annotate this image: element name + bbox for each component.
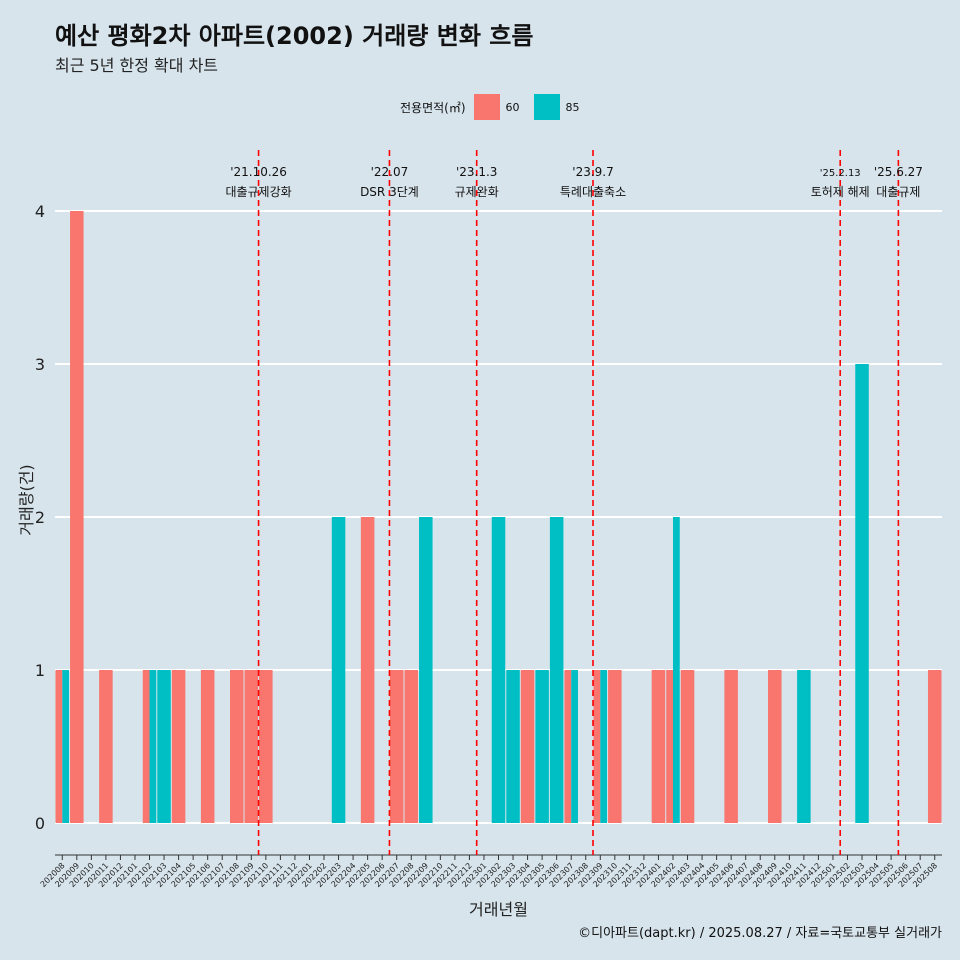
event-date: '22.07 [371,165,409,179]
event-label: 대출규제강화 [225,185,291,199]
bar-60 [389,670,404,823]
bar-60 [70,211,84,823]
bar-60 [55,670,63,823]
bar-60 [259,670,273,823]
bars [55,211,942,823]
y-tick-label: 3 [35,355,45,374]
y-tick-label: 4 [35,202,45,221]
y-tick-label: 0 [35,814,45,833]
bar-85 [672,517,680,823]
y-axis-title: 거래량(건) [17,464,36,535]
bar-60 [564,670,572,823]
event-date: '23.9.7 [572,165,613,179]
event-label: 특례대출축소 [560,185,626,199]
bar-85 [331,517,346,823]
y-tick-label: 1 [35,661,45,680]
caption: ©디아파트(dapt.kr) / 2025.08.27 / 자료=국토교통부 실… [578,926,942,941]
x-axis-title: 거래년월 [469,900,528,919]
bar-60 [244,670,259,823]
bar-60 [927,670,942,823]
event-label: 규제완화 [455,185,499,199]
legend-label-85: 85 [565,100,580,114]
bar-60 [768,670,782,823]
bar-85 [571,670,578,823]
legend: 전용면적(㎡) 60 85 [400,93,594,121]
bar-60 [608,670,622,823]
bar-85 [506,670,520,823]
chart-subtitle: 최근 5년 한정 확대 차트 [55,56,219,75]
bar-85 [157,670,171,823]
bar-85 [419,517,433,823]
bar-85 [797,670,811,823]
bar-85 [149,670,157,823]
event-label: DSR 3단계 [360,185,419,199]
bar-85 [600,670,608,823]
legend-swatch-60 [473,94,500,120]
bar-85 [855,364,869,823]
bar-60 [520,670,535,823]
event-date: '21.10.26 [230,165,287,179]
bar-60 [680,670,695,823]
y-tick-label: 2 [35,508,45,527]
event-label: 대출규제 [876,185,920,199]
bar-60 [593,670,601,823]
event-date: '23.1.3 [456,165,497,179]
bar-85 [549,517,564,823]
bar-60 [171,670,186,823]
bar-85 [491,517,506,823]
bar-60 [142,670,150,823]
legend-title: 전용면적(㎡) [400,100,466,115]
bar-60 [99,670,113,823]
event-label: 토허제 해제 [811,185,870,199]
bar-60 [230,670,244,823]
bar-60 [360,517,375,823]
bar-85 [535,670,549,823]
legend-label-60: 60 [505,100,520,114]
bar-60 [404,670,419,823]
chart-title: 예산 평화2차 아파트(2002) 거래량 변화 흐름 [55,22,534,50]
bar-60 [651,670,666,823]
bar-60 [724,670,738,823]
legend-swatch-85 [533,94,560,120]
bar-60 [200,670,215,823]
event-date: '25.6.27 [874,165,923,179]
event-date: '25.2.13 [820,168,861,179]
bar-85 [62,670,70,823]
bar-60 [666,670,673,823]
